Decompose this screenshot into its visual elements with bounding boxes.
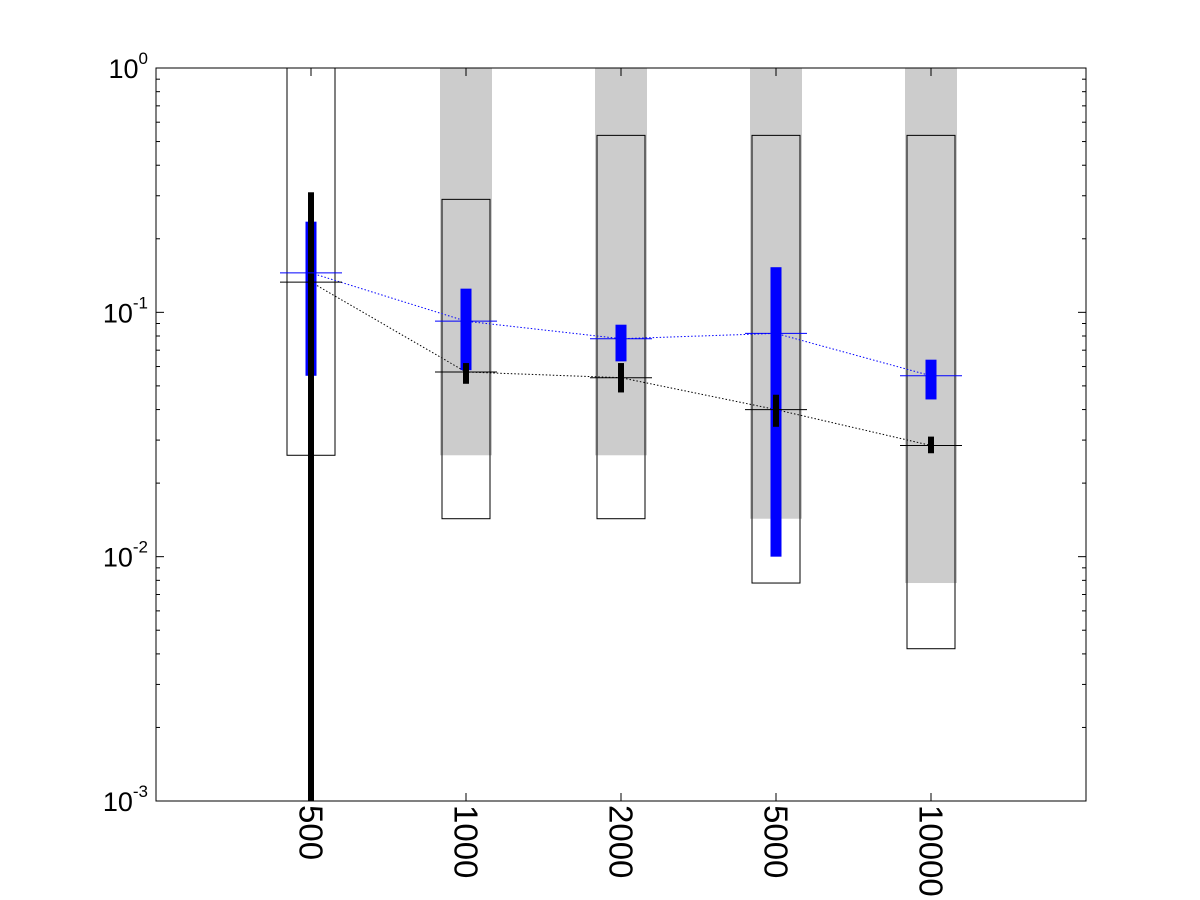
black-interval-500: [308, 192, 314, 802]
connecting-line-layer: [310, 272, 932, 446]
outline-box-10000: [906, 134, 956, 650]
y-tick-label-base: 10: [108, 54, 138, 84]
black-interval-10000: [928, 436, 934, 454]
gray-band-layer: [440, 68, 957, 584]
y-tick-label-base: 10: [103, 787, 133, 817]
gray-band-2000: [595, 68, 647, 456]
y-tick-label: 10-2: [103, 538, 148, 573]
y-tick-label-exponent: -2: [133, 538, 148, 557]
blue-interval-10000: [925, 359, 937, 400]
x-tick-label-500: 500: [293, 805, 330, 860]
x-tick-label-10000: 10000: [913, 805, 950, 897]
black-interval-5000: [773, 394, 779, 427]
y-tick-label-base: 10: [103, 543, 133, 573]
x-tick-label-5000: 5000: [758, 805, 795, 878]
blue-interval-2000: [615, 324, 627, 362]
gray-band-10000: [905, 68, 957, 584]
y-tick-label-exponent: -1: [133, 293, 148, 312]
outline-box-1000: [441, 198, 491, 520]
y-tick-label-exponent: 0: [139, 49, 148, 68]
y-tick-label-base: 10: [103, 298, 133, 328]
gray-band-1000: [440, 68, 492, 456]
blue-interval-1000: [460, 288, 472, 371]
y-tick-label: 10-1: [103, 293, 148, 328]
outline-box-2000: [596, 134, 646, 520]
x-axis: 500 1000 2000 5000 10000: [293, 68, 950, 897]
x-tick-label-1000: 1000: [448, 805, 485, 878]
outline-box-5000: [751, 134, 801, 584]
y-tick-label-exponent: -3: [133, 782, 148, 801]
median-marker-layer: [280, 272, 962, 447]
y-tick-label: 10-3: [103, 782, 148, 817]
x-tick-label-2000: 2000: [603, 805, 640, 878]
black-interval-1000: [463, 363, 469, 384]
black-series-line: [310, 281, 932, 446]
y-tick-label: 100: [108, 49, 148, 84]
